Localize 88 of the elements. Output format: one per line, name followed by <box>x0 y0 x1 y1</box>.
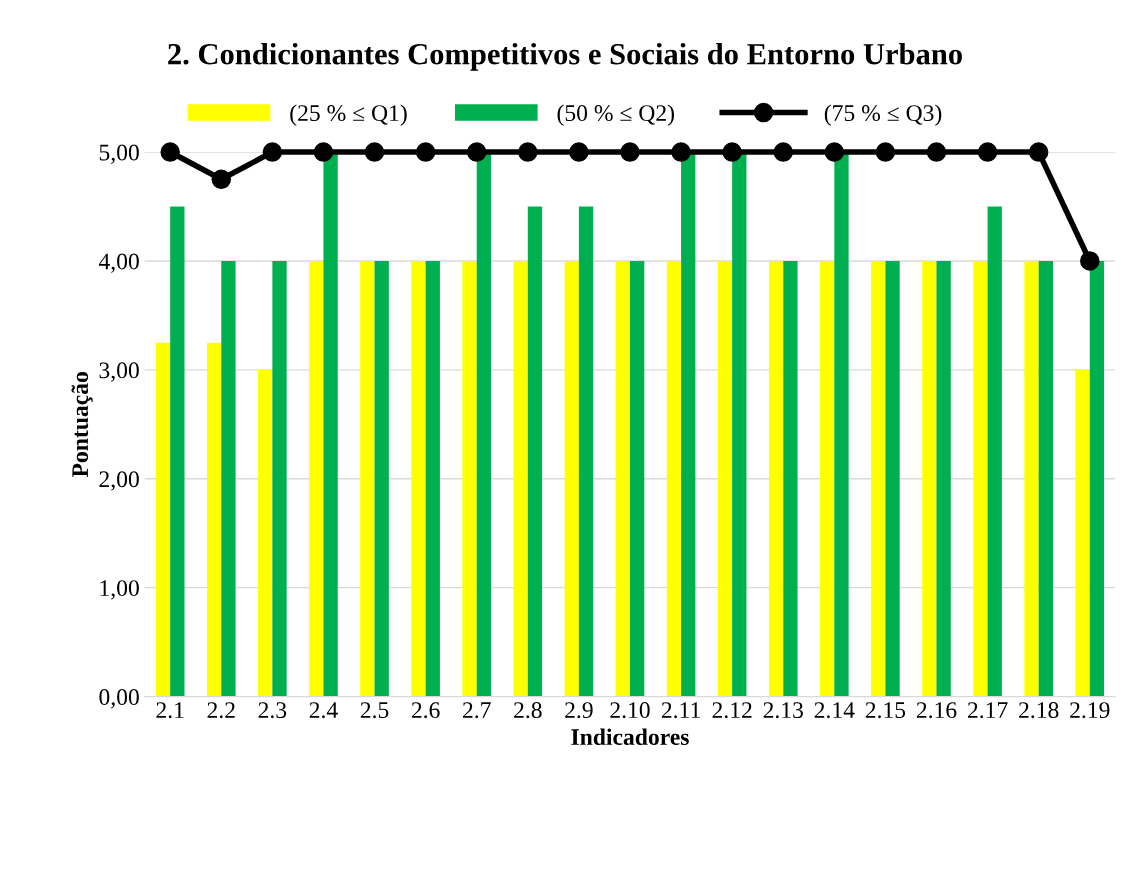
x-tick-label: 2.15 <box>865 702 906 719</box>
bar <box>513 260 528 697</box>
y-tick-label: 5,00 <box>99 144 139 164</box>
x-tick-label: 2.14 <box>814 702 855 719</box>
bar <box>732 152 747 697</box>
y-tick-label: 1,00 <box>100 580 139 600</box>
y-tick-label: 4,00 <box>98 253 139 273</box>
bar <box>987 206 1002 697</box>
bar <box>564 260 579 697</box>
bar <box>221 260 236 697</box>
point <box>466 142 487 162</box>
bar <box>309 260 324 697</box>
bar <box>820 260 835 697</box>
bar <box>527 206 543 697</box>
bar <box>360 260 375 697</box>
legend-label: (75 % ≤ Q3) <box>824 104 942 126</box>
bar <box>578 206 594 697</box>
point <box>262 142 283 162</box>
x-tick-label: 2.12 <box>712 702 752 719</box>
point <box>160 142 180 162</box>
bar <box>411 260 426 697</box>
bar <box>973 260 988 697</box>
bar <box>681 152 696 697</box>
bar <box>1038 260 1053 697</box>
bar <box>206 342 222 697</box>
bar <box>717 260 733 697</box>
x-tick-label: 2.1 <box>156 702 184 719</box>
x-tick-label: 2.5 <box>360 702 389 719</box>
x-tick-label: 2.7 <box>462 702 491 719</box>
point <box>773 142 793 162</box>
y-tick-label: 3,00 <box>99 362 139 382</box>
x-tick-label: 2.17 <box>967 702 1008 719</box>
bar <box>871 260 886 697</box>
bar <box>783 260 798 697</box>
point <box>824 142 845 162</box>
bar <box>323 152 338 697</box>
x-tick-label: 2.6 <box>411 702 440 719</box>
point <box>722 142 742 162</box>
legend-label: (25 % ≤ Q1) <box>290 104 407 126</box>
y-axis-title: Pontuação <box>71 372 93 478</box>
point <box>620 142 640 162</box>
bar <box>374 260 389 697</box>
point <box>211 169 231 190</box>
bar <box>922 260 937 697</box>
x-tick-label: 2.2 <box>207 702 235 719</box>
bar <box>1075 369 1090 697</box>
bar <box>834 152 849 697</box>
bar <box>272 260 287 697</box>
point <box>569 142 589 162</box>
bar <box>170 206 185 697</box>
bar <box>1024 260 1039 697</box>
point <box>1028 142 1049 162</box>
x-tick-label: 2.18 <box>1019 702 1059 719</box>
point <box>1080 251 1100 271</box>
point <box>977 142 998 162</box>
bar <box>936 260 951 697</box>
point <box>518 142 538 162</box>
point <box>364 142 385 162</box>
point <box>415 142 436 162</box>
point <box>875 142 896 162</box>
point <box>926 142 947 162</box>
bar <box>425 260 440 697</box>
x-tick-label: 2.19 <box>1070 702 1110 719</box>
bar <box>1089 260 1105 697</box>
bar <box>615 260 630 697</box>
bar <box>768 260 784 697</box>
x-tick-label: 2.10 <box>610 702 650 719</box>
bar <box>666 260 682 697</box>
x-tick-label: 2.4 <box>309 702 338 719</box>
legend-label: (50 % ≤ Q2) <box>557 104 674 126</box>
bar <box>885 260 900 697</box>
x-axis-title: Indicadores <box>571 728 689 746</box>
x-tick-label: 2.13 <box>763 702 803 719</box>
x-tick-label: 2.8 <box>514 702 542 719</box>
x-tick-label: 2.16 <box>916 702 957 719</box>
y-tick-label: 2,00 <box>99 471 139 491</box>
bar <box>462 260 477 697</box>
bar <box>155 342 171 697</box>
point <box>671 142 691 162</box>
bar <box>476 152 492 697</box>
x-tick-label: 2.3 <box>258 702 287 719</box>
x-tick-label: 2.11 <box>661 702 700 719</box>
chart-title: 2. Condicionantes Competitivos e Sociais do Entorno Urbano <box>168 42 962 71</box>
bar <box>258 369 273 697</box>
point <box>313 142 334 162</box>
y-tick-label: 0,00 <box>99 689 139 709</box>
x-tick-label: 2.9 <box>565 702 593 719</box>
bar <box>629 260 645 697</box>
